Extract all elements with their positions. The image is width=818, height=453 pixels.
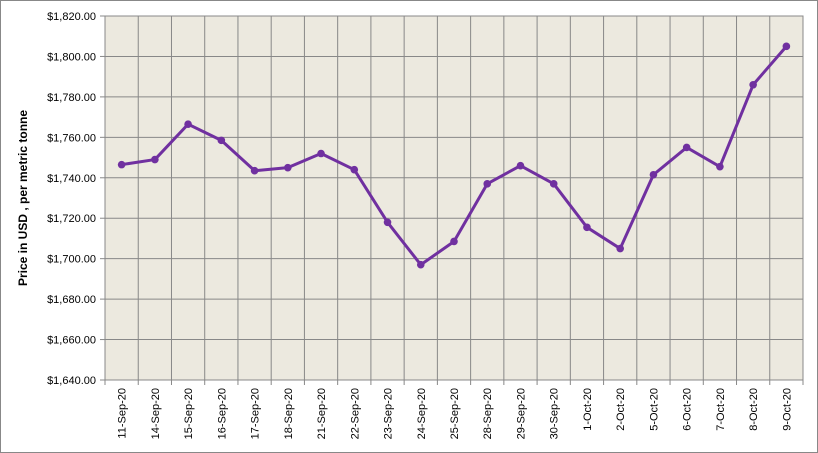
- y-axis-label: Price in USD , per metric tonne: [16, 110, 30, 286]
- point: [184, 120, 192, 128]
- point: [383, 218, 392, 227]
- point: [649, 170, 658, 179]
- point: [749, 80, 757, 89]
- x-tick-label: 5-Oct-20: [648, 388, 660, 431]
- x-tick-label: 8-Oct-20: [748, 388, 760, 431]
- x-tick-label: 15-Sep-20: [183, 388, 195, 439]
- y-tick-label: $1,800.00: [47, 51, 96, 63]
- point: [151, 155, 159, 164]
- point: [516, 161, 525, 170]
- y-tick-label: $1,740.00: [47, 173, 96, 185]
- y-tick-label: $1,820.00: [47, 11, 96, 23]
- y-tick-label: $1,760.00: [47, 132, 96, 144]
- y-tick-label: $1,780.00: [47, 92, 96, 104]
- x-tick-label: 25-Sep-20: [449, 388, 461, 439]
- y-tick-label: $1,660.00: [47, 335, 96, 347]
- x-tick-label: 28-Sep-20: [482, 388, 494, 439]
- x-tick-label: 16-Sep-20: [216, 388, 228, 439]
- x-tick-label: 22-Sep-20: [349, 388, 361, 439]
- x-tick-label: 11-Sep-20: [117, 388, 129, 439]
- point: [682, 143, 691, 152]
- x-tick-label: 7-Oct-20: [715, 388, 727, 431]
- x-tick-label: 2-Oct-20: [615, 388, 627, 431]
- point: [450, 237, 458, 246]
- point: [217, 136, 226, 145]
- point: [317, 149, 325, 158]
- point: [350, 165, 359, 174]
- plot-area: [104, 15, 804, 381]
- y-tick-label: $1,680.00: [47, 294, 96, 306]
- y-tick-label: $1,640.00: [47, 375, 96, 387]
- point: [416, 260, 425, 269]
- y-tick-label: $1,720.00: [47, 213, 96, 225]
- point: [117, 160, 126, 169]
- point: [483, 180, 492, 188]
- x-tick-label: 17-Sep-20: [250, 388, 262, 439]
- x-tick-label: 23-Sep-20: [383, 388, 395, 439]
- x-tick-label: 14-Sep-20: [150, 388, 162, 439]
- x-tick-label: 9-Oct-20: [781, 388, 793, 431]
- point: [284, 163, 292, 172]
- point: [583, 223, 591, 232]
- x-tick-label: 29-Sep-20: [515, 388, 527, 439]
- x-tick-label: 30-Sep-20: [549, 388, 561, 439]
- x-tick-label: 1-Oct-20: [582, 388, 594, 431]
- point: [549, 180, 558, 188]
- point: [716, 162, 724, 171]
- point: [250, 166, 259, 175]
- point: [616, 244, 624, 253]
- x-tick-label: 21-Sep-20: [316, 388, 328, 439]
- y-tick-label: $1,700.00: [47, 254, 96, 266]
- x-tick-label: 6-Oct-20: [682, 388, 694, 431]
- x-tick-label: 24-Sep-20: [416, 388, 428, 439]
- point: [782, 42, 791, 51]
- x-tick-label: 18-Sep-20: [283, 388, 295, 439]
